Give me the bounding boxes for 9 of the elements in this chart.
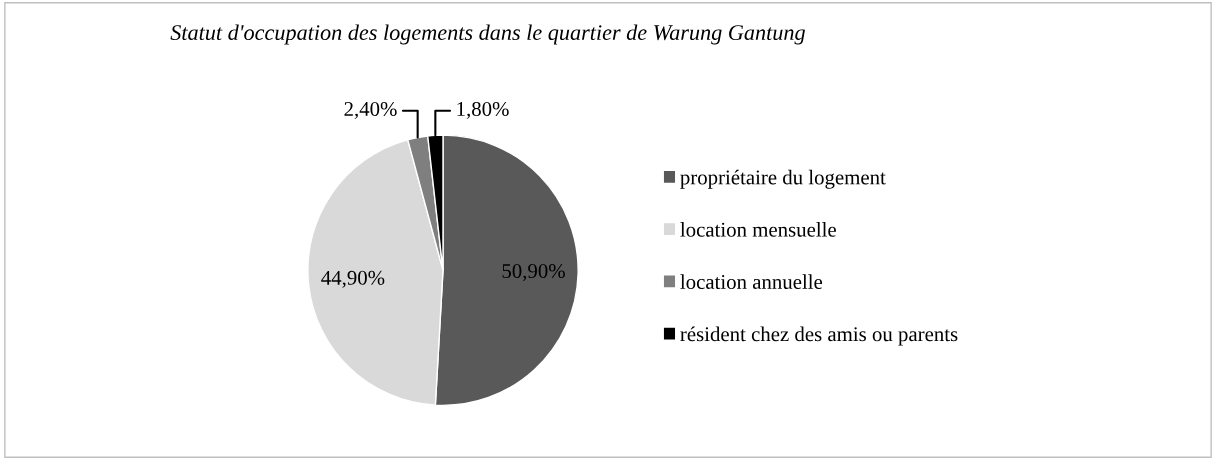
data-label: 1,80% — [457, 101, 509, 119]
legend-label: location annuelle — [680, 274, 823, 289]
data-label: 44,90% — [321, 270, 385, 288]
data-label: 2,40% — [344, 101, 397, 119]
legend-label: résident chez des amis ou parents — [680, 326, 958, 346]
legend-label: propriétaire du logement — [680, 169, 886, 189]
chart-title: Statut d'occupation des logements dans le quartier de Warung Gantung — [170, 24, 805, 45]
data-label: 50,90% — [502, 263, 565, 282]
legend-label: location mensuelle — [680, 222, 836, 237]
